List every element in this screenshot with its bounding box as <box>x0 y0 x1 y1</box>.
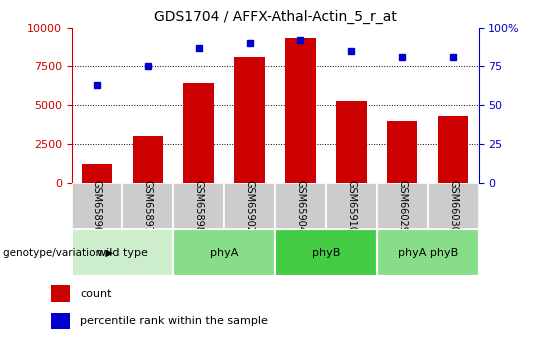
Text: GSM66029: GSM66029 <box>397 180 407 233</box>
Bar <box>173 229 275 276</box>
Bar <box>81 164 112 183</box>
Text: GSM65902: GSM65902 <box>245 180 255 233</box>
Text: GSM65898: GSM65898 <box>194 180 204 233</box>
Text: phyA: phyA <box>210 248 238 258</box>
Text: phyA phyB: phyA phyB <box>398 248 458 258</box>
Bar <box>285 38 316 183</box>
Text: genotype/variation ▶: genotype/variation ▶ <box>3 248 113 258</box>
Bar <box>326 183 377 229</box>
Bar <box>224 183 275 229</box>
Text: GSM66030: GSM66030 <box>448 180 458 233</box>
Text: phyB: phyB <box>312 248 340 258</box>
Bar <box>387 121 417 183</box>
Text: GSM65904: GSM65904 <box>295 180 305 233</box>
Bar <box>173 183 224 229</box>
Bar <box>72 183 122 229</box>
Text: GSM65910: GSM65910 <box>346 180 356 233</box>
Bar <box>438 116 468 183</box>
Bar <box>428 183 478 229</box>
Text: wild type: wild type <box>97 248 148 258</box>
Bar <box>336 101 366 183</box>
Text: GDS1704 / AFFX-Athal-Actin_5_r_at: GDS1704 / AFFX-Athal-Actin_5_r_at <box>153 10 397 24</box>
Bar <box>275 183 326 229</box>
Bar <box>51 313 70 329</box>
Bar <box>377 229 478 276</box>
Bar <box>122 183 173 229</box>
Text: GSM65896: GSM65896 <box>92 180 102 233</box>
Bar <box>133 136 163 183</box>
Text: count: count <box>80 289 112 299</box>
Bar <box>275 229 377 276</box>
Bar <box>72 229 173 276</box>
Bar <box>184 83 214 183</box>
Bar <box>51 285 70 302</box>
Bar <box>234 57 265 183</box>
Text: percentile rank within the sample: percentile rank within the sample <box>80 316 268 326</box>
Text: GSM65897: GSM65897 <box>143 180 153 233</box>
Bar <box>377 183 428 229</box>
